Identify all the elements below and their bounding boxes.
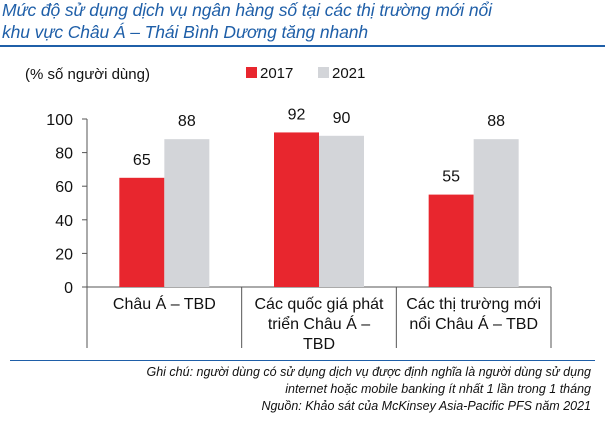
bar-2021-1 xyxy=(319,135,364,287)
y-ticks: 0 20 40 60 80 100 xyxy=(46,112,87,297)
y-tick-label-60: 60 xyxy=(55,179,73,196)
bar-2017-0 xyxy=(119,177,165,287)
note-line-2: internet hoặc mobile banking ít nhất 1 l… xyxy=(285,382,591,396)
category-label-2-line-1: nổi Châu Á – TBD xyxy=(409,314,538,333)
bar-2021-2 xyxy=(473,139,519,287)
legend-label-2021: 2021 xyxy=(332,65,365,82)
data-label-2021-1: 90 xyxy=(333,110,351,127)
notes-divider xyxy=(10,360,595,361)
legend: 2017 2021 xyxy=(246,65,365,82)
data-label-2017-1: 92 xyxy=(288,106,306,123)
category-label-1-line-0: Các quốc giá phát xyxy=(255,296,385,313)
bar-chart: (% số người dùng) 2017 2021 020406080100 … xyxy=(25,65,552,353)
y-tick-label-20: 20 xyxy=(55,246,73,263)
chart-notes: Ghi chú: người dùng có sử dụng dịch vụ đ… xyxy=(146,364,591,415)
title-divider xyxy=(0,45,605,47)
legend-swatch-2017 xyxy=(246,67,257,78)
source-line: Nguồn: Khảo sát của McKinsey Asia-Pacifi… xyxy=(261,399,591,413)
chart-title-line-2: khu vực Châu Á – Thái Bình Dương tăng nh… xyxy=(2,22,369,42)
y-axis-label-group: (% số người dùng) xyxy=(25,66,150,83)
note-line-1: Ghi chú: người dùng có sử dụng dịch vụ đ… xyxy=(146,365,591,379)
bar-2017-1 xyxy=(274,132,319,287)
bars xyxy=(119,132,519,287)
category-label-1-line-2: TBD xyxy=(303,336,335,353)
category-label-2-line-0: Các thị trường mới xyxy=(406,296,541,313)
legend-label-2017: 2017 xyxy=(260,65,293,82)
category-label-1-line-1: triển Châu Á – xyxy=(268,314,370,333)
bar-2021-0 xyxy=(164,139,210,287)
data-label-2021-0: 88 xyxy=(178,113,196,130)
data-labels: 65 88 92 90 55 88 xyxy=(133,106,505,185)
y-tick-label-40: 40 xyxy=(55,213,73,230)
category-label-0-line-0: Châu Á – TBD xyxy=(113,294,216,313)
y-tick-label-0: 0 xyxy=(64,280,73,297)
bar-2017-2 xyxy=(428,194,474,287)
y-tick-label-80: 80 xyxy=(55,146,73,163)
y-tick-label-100: 100 xyxy=(46,112,73,129)
legend-swatch-2021 xyxy=(318,67,329,78)
data-label-2017-2: 55 xyxy=(442,169,460,186)
chart-title-line-1: Mức độ sử dụng dịch vụ ngân hàng số tại … xyxy=(2,0,492,20)
data-label-2017-0: 65 xyxy=(133,152,151,169)
y-axis-label: (% số người dùng) xyxy=(25,66,150,83)
data-label-2021-2: 88 xyxy=(487,113,505,130)
